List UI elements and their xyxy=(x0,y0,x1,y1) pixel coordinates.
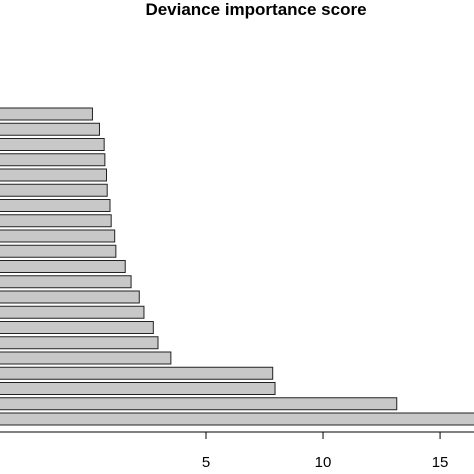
bar-9 xyxy=(0,229,116,243)
chart-title: Deviance importance score xyxy=(145,0,366,19)
bar-21 xyxy=(0,412,474,426)
bar-8 xyxy=(0,214,112,228)
bar-4 xyxy=(0,153,106,167)
bar-3 xyxy=(0,138,105,151)
bar-10 xyxy=(0,244,117,258)
bar-12 xyxy=(0,275,132,289)
bar-11 xyxy=(0,260,126,273)
bars-group xyxy=(0,107,474,426)
x-tick-label-5: 5 xyxy=(202,454,210,471)
bar-17 xyxy=(0,351,172,365)
x-tick-label-10: 10 xyxy=(315,454,332,471)
bar-13 xyxy=(0,290,140,304)
bar-6 xyxy=(0,183,108,197)
bar-15 xyxy=(0,321,154,334)
bar-1 xyxy=(0,107,93,121)
bar-14 xyxy=(0,305,145,319)
bar-5 xyxy=(0,168,108,182)
bar-2 xyxy=(0,122,100,136)
x-tick-label-15: 15 xyxy=(432,454,449,471)
bar-7 xyxy=(0,199,111,212)
x-ticks-group: 5 10 15 xyxy=(202,432,449,471)
bar-20 xyxy=(0,397,398,411)
bar-19 xyxy=(0,382,276,395)
bar-16 xyxy=(0,336,159,350)
bar-18 xyxy=(0,366,274,380)
